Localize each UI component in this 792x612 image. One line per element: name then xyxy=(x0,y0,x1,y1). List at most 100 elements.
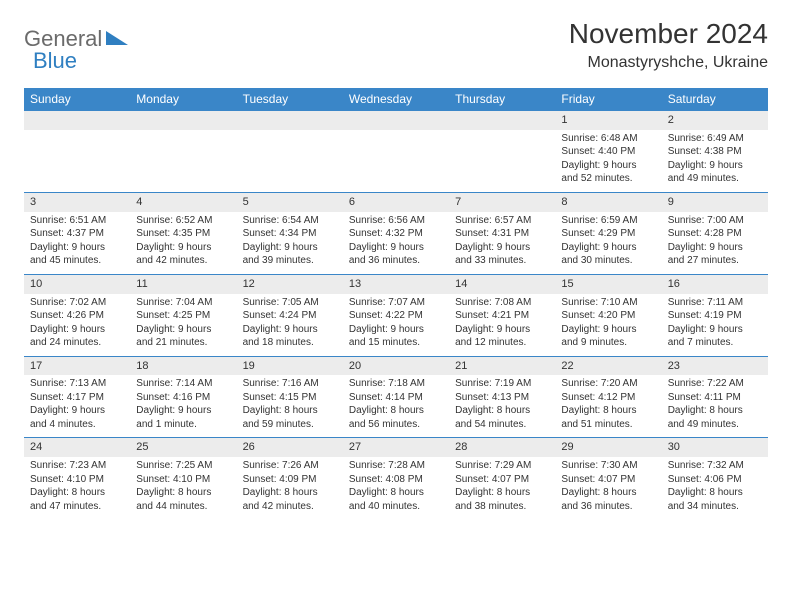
content-row: Sunrise: 7:02 AMSunset: 4:26 PMDaylight:… xyxy=(24,294,768,357)
day-number: 6 xyxy=(343,192,449,211)
sunrise-line: Sunrise: 7:04 AM xyxy=(136,296,230,310)
sunrise-line: Sunrise: 7:02 AM xyxy=(30,296,124,310)
day-cell: Sunrise: 7:29 AMSunset: 4:07 PMDaylight:… xyxy=(449,457,555,519)
day-cell xyxy=(24,130,130,193)
day-cell: Sunrise: 7:26 AMSunset: 4:09 PMDaylight:… xyxy=(237,457,343,519)
daylight-line1: Daylight: 9 hours xyxy=(455,241,549,255)
day-header-row: Sunday Monday Tuesday Wednesday Thursday… xyxy=(24,88,768,111)
day-number: 7 xyxy=(449,192,555,211)
daylight-line1: Daylight: 9 hours xyxy=(243,241,337,255)
day-number: 11 xyxy=(130,274,236,293)
day-number: 3 xyxy=(24,192,130,211)
dayhdr-sat: Saturday xyxy=(662,88,768,111)
day-number xyxy=(237,111,343,130)
daylight-line2: and 21 minutes. xyxy=(136,336,230,350)
daylight-line2: and 1 minute. xyxy=(136,418,230,432)
day-cell: Sunrise: 7:20 AMSunset: 4:12 PMDaylight:… xyxy=(555,375,661,438)
day-number: 10 xyxy=(24,274,130,293)
daylight-line2: and 9 minutes. xyxy=(561,336,655,350)
sunrise-line: Sunrise: 7:16 AM xyxy=(243,377,337,391)
day-number: 20 xyxy=(343,356,449,375)
daylight-line2: and 44 minutes. xyxy=(136,500,230,514)
sunrise-line: Sunrise: 6:57 AM xyxy=(455,214,549,228)
daylight-line1: Daylight: 8 hours xyxy=(668,404,762,418)
sunset-line: Sunset: 4:11 PM xyxy=(668,391,762,405)
sunrise-line: Sunrise: 7:14 AM xyxy=(136,377,230,391)
day-cell: Sunrise: 6:59 AMSunset: 4:29 PMDaylight:… xyxy=(555,212,661,275)
day-cell: Sunrise: 7:13 AMSunset: 4:17 PMDaylight:… xyxy=(24,375,130,438)
daylight-line1: Daylight: 8 hours xyxy=(349,486,443,500)
day-cell: Sunrise: 7:02 AMSunset: 4:26 PMDaylight:… xyxy=(24,294,130,357)
sunset-line: Sunset: 4:12 PM xyxy=(561,391,655,405)
sunset-line: Sunset: 4:37 PM xyxy=(30,227,124,241)
daylight-line2: and 4 minutes. xyxy=(30,418,124,432)
sunrise-line: Sunrise: 6:54 AM xyxy=(243,214,337,228)
content-row: Sunrise: 7:23 AMSunset: 4:10 PMDaylight:… xyxy=(24,457,768,519)
daylight-line2: and 36 minutes. xyxy=(561,500,655,514)
sunset-line: Sunset: 4:10 PM xyxy=(136,473,230,487)
header: General November 2024 Monastyryshche, Uk… xyxy=(24,18,768,72)
daylight-line2: and 30 minutes. xyxy=(561,254,655,268)
daylight-line1: Daylight: 9 hours xyxy=(561,241,655,255)
daylight-line2: and 15 minutes. xyxy=(349,336,443,350)
sunrise-line: Sunrise: 6:49 AM xyxy=(668,132,762,146)
day-number xyxy=(449,111,555,130)
daylight-line1: Daylight: 8 hours xyxy=(561,404,655,418)
daylight-line1: Daylight: 9 hours xyxy=(243,323,337,337)
dayhdr-wed: Wednesday xyxy=(343,88,449,111)
sunset-line: Sunset: 4:32 PM xyxy=(349,227,443,241)
sunrise-line: Sunrise: 7:10 AM xyxy=(561,296,655,310)
daylight-line1: Daylight: 9 hours xyxy=(668,159,762,173)
daylight-line2: and 40 minutes. xyxy=(349,500,443,514)
day-cell: Sunrise: 7:00 AMSunset: 4:28 PMDaylight:… xyxy=(662,212,768,275)
sunrise-line: Sunrise: 7:23 AM xyxy=(30,459,124,473)
sunset-line: Sunset: 4:28 PM xyxy=(668,227,762,241)
month-title: November 2024 xyxy=(569,18,768,50)
sunrise-line: Sunrise: 7:19 AM xyxy=(455,377,549,391)
daynum-row: 10111213141516 xyxy=(24,274,768,293)
day-number: 30 xyxy=(662,438,768,457)
day-cell: Sunrise: 6:49 AMSunset: 4:38 PMDaylight:… xyxy=(662,130,768,193)
sunset-line: Sunset: 4:21 PM xyxy=(455,309,549,323)
daynum-row: 24252627282930 xyxy=(24,438,768,457)
sunset-line: Sunset: 4:35 PM xyxy=(136,227,230,241)
daylight-line2: and 59 minutes. xyxy=(243,418,337,432)
daylight-line2: and 49 minutes. xyxy=(668,418,762,432)
sunset-line: Sunset: 4:07 PM xyxy=(561,473,655,487)
sunrise-line: Sunrise: 7:00 AM xyxy=(668,214,762,228)
day-cell: Sunrise: 7:04 AMSunset: 4:25 PMDaylight:… xyxy=(130,294,236,357)
daylight-line1: Daylight: 9 hours xyxy=(349,241,443,255)
daylight-line2: and 24 minutes. xyxy=(30,336,124,350)
daylight-line2: and 33 minutes. xyxy=(455,254,549,268)
sunrise-line: Sunrise: 6:51 AM xyxy=(30,214,124,228)
day-cell: Sunrise: 7:08 AMSunset: 4:21 PMDaylight:… xyxy=(449,294,555,357)
day-number: 16 xyxy=(662,274,768,293)
daylight-line2: and 34 minutes. xyxy=(668,500,762,514)
dayhdr-thu: Thursday xyxy=(449,88,555,111)
sunrise-line: Sunrise: 7:11 AM xyxy=(668,296,762,310)
day-number: 23 xyxy=(662,356,768,375)
sunrise-line: Sunrise: 7:28 AM xyxy=(349,459,443,473)
title-block: November 2024 Monastyryshche, Ukraine xyxy=(569,18,768,72)
day-number xyxy=(130,111,236,130)
sunrise-line: Sunrise: 7:26 AM xyxy=(243,459,337,473)
daylight-line2: and 47 minutes. xyxy=(30,500,124,514)
daylight-line1: Daylight: 9 hours xyxy=(455,323,549,337)
daylight-line1: Daylight: 9 hours xyxy=(136,241,230,255)
sunrise-line: Sunrise: 6:59 AM xyxy=(561,214,655,228)
day-cell: Sunrise: 6:51 AMSunset: 4:37 PMDaylight:… xyxy=(24,212,130,275)
day-number: 1 xyxy=(555,111,661,130)
daylight-line1: Daylight: 9 hours xyxy=(349,323,443,337)
content-row: Sunrise: 7:13 AMSunset: 4:17 PMDaylight:… xyxy=(24,375,768,438)
day-cell: Sunrise: 7:07 AMSunset: 4:22 PMDaylight:… xyxy=(343,294,449,357)
day-number: 26 xyxy=(237,438,343,457)
sunrise-line: Sunrise: 7:07 AM xyxy=(349,296,443,310)
daylight-line1: Daylight: 8 hours xyxy=(136,486,230,500)
daylight-line1: Daylight: 9 hours xyxy=(30,323,124,337)
day-number: 21 xyxy=(449,356,555,375)
logo-triangle-icon xyxy=(106,29,128,50)
calendar-body: 12Sunrise: 6:48 AMSunset: 4:40 PMDayligh… xyxy=(24,111,768,520)
day-number: 17 xyxy=(24,356,130,375)
day-number: 19 xyxy=(237,356,343,375)
sunrise-line: Sunrise: 7:05 AM xyxy=(243,296,337,310)
